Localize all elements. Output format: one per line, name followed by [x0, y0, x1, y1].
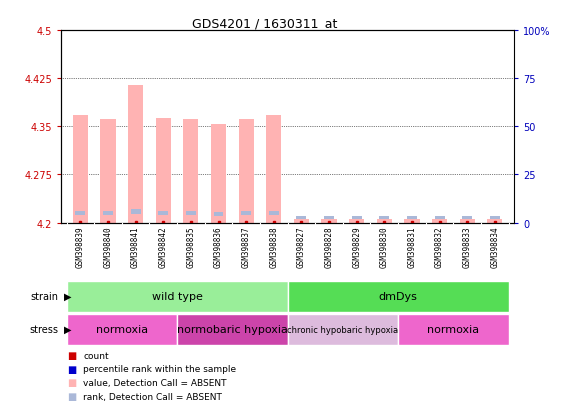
Bar: [186, 211, 196, 215]
Bar: [266, 116, 281, 223]
Bar: [398, 314, 508, 345]
Text: GSM398837: GSM398837: [242, 226, 250, 267]
Bar: [183, 119, 199, 223]
Bar: [435, 216, 444, 219]
Bar: [349, 220, 364, 223]
Bar: [239, 119, 254, 223]
Bar: [462, 216, 472, 219]
Text: GSM398828: GSM398828: [325, 226, 333, 267]
Bar: [407, 216, 417, 219]
Bar: [158, 211, 168, 215]
Text: GDS4201 / 1630311_at: GDS4201 / 1630311_at: [192, 17, 337, 29]
Text: GSM398834: GSM398834: [490, 226, 499, 267]
Text: GSM398836: GSM398836: [214, 226, 223, 267]
Text: wild type: wild type: [152, 291, 203, 301]
Text: ■: ■: [67, 391, 76, 401]
Text: chronic hypobaric hypoxia: chronic hypobaric hypoxia: [287, 325, 399, 334]
Bar: [288, 314, 398, 345]
Bar: [211, 125, 226, 223]
Bar: [156, 119, 171, 223]
Bar: [76, 211, 85, 215]
Bar: [490, 216, 500, 219]
Text: GSM398841: GSM398841: [131, 226, 140, 267]
Text: GSM398827: GSM398827: [297, 226, 306, 267]
Bar: [288, 281, 508, 312]
Text: ■: ■: [67, 364, 76, 374]
Bar: [241, 211, 251, 215]
Bar: [296, 216, 306, 219]
Text: GSM398840: GSM398840: [103, 226, 113, 267]
Text: normobaric hypoxia: normobaric hypoxia: [177, 324, 288, 335]
Bar: [103, 211, 113, 215]
Bar: [101, 119, 116, 223]
Text: ▶: ▶: [64, 291, 71, 301]
Text: ■: ■: [67, 350, 76, 360]
Text: GSM398833: GSM398833: [462, 226, 472, 267]
Bar: [73, 116, 88, 223]
Text: ■: ■: [67, 377, 76, 387]
Bar: [404, 220, 419, 223]
Bar: [324, 216, 334, 219]
Text: value, Detection Call = ABSENT: value, Detection Call = ABSENT: [83, 378, 227, 387]
Bar: [321, 220, 336, 223]
Text: GSM398839: GSM398839: [76, 226, 85, 267]
Text: GSM398830: GSM398830: [380, 226, 389, 267]
Bar: [214, 212, 224, 216]
Text: GSM398838: GSM398838: [269, 226, 278, 267]
Bar: [269, 211, 279, 215]
Bar: [128, 85, 143, 223]
Text: percentile rank within the sample: percentile rank within the sample: [83, 364, 236, 373]
Bar: [487, 220, 503, 223]
Bar: [294, 220, 309, 223]
Bar: [67, 281, 288, 312]
Bar: [177, 314, 288, 345]
Text: count: count: [83, 351, 109, 360]
Text: GSM398842: GSM398842: [159, 226, 168, 267]
Text: stress: stress: [29, 324, 58, 335]
Bar: [376, 220, 392, 223]
Bar: [352, 216, 361, 219]
Text: ▶: ▶: [64, 324, 71, 335]
Text: normoxia: normoxia: [96, 324, 148, 335]
Text: strain: strain: [30, 291, 58, 301]
Text: GSM398835: GSM398835: [187, 226, 195, 267]
Bar: [432, 220, 447, 223]
Text: normoxia: normoxia: [428, 324, 479, 335]
Bar: [131, 209, 141, 214]
Text: GSM398829: GSM398829: [352, 226, 361, 267]
Text: dmDys: dmDys: [379, 291, 418, 301]
Bar: [460, 220, 475, 223]
Text: rank, Detection Call = ABSENT: rank, Detection Call = ABSENT: [83, 392, 222, 401]
Text: GSM398832: GSM398832: [435, 226, 444, 267]
Bar: [379, 216, 389, 219]
Text: GSM398831: GSM398831: [407, 226, 417, 267]
Bar: [67, 314, 177, 345]
